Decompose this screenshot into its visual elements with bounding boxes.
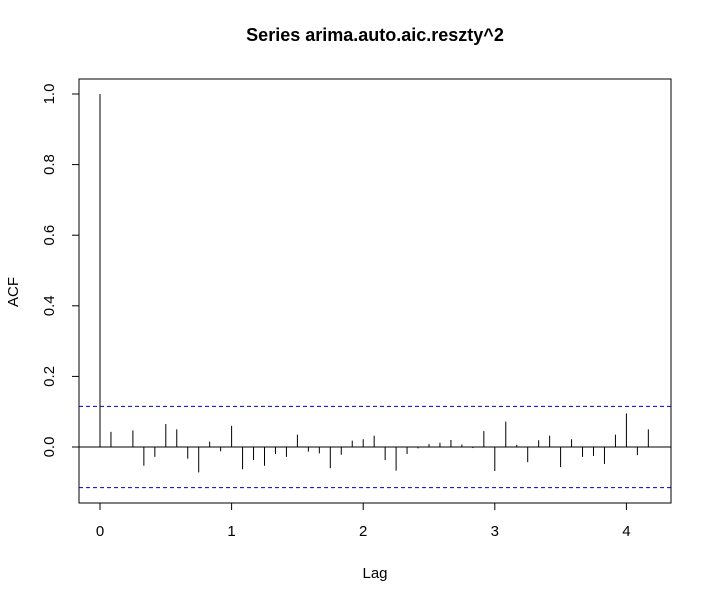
y-tick-label: 0.6: [41, 225, 58, 246]
x-tick-label: 4: [622, 523, 630, 540]
x-tick-label: 0: [96, 523, 104, 540]
y-tick-label: 0.4: [41, 295, 58, 316]
y-tick-label: 1.0: [41, 84, 58, 105]
y-axis: 0.0 0.2 0.4 0.6 0.8 1.0: [41, 84, 80, 458]
x-tick-label: 3: [491, 523, 499, 540]
x-tick-label: 1: [227, 523, 235, 540]
plot-frame: [78, 78, 672, 504]
y-tick-label: 0.8: [41, 154, 58, 175]
chart-title: Series arima.auto.aic.reszty^2: [246, 25, 504, 45]
x-axis: 0 1 2 3 4: [96, 502, 631, 540]
acf-spikes: [79, 94, 671, 489]
x-tick-label: 2: [359, 523, 367, 540]
y-tick-label: 0.0: [41, 437, 58, 458]
y-axis-label: ACF: [5, 277, 22, 307]
y-tick-label: 0.2: [41, 366, 58, 387]
x-axis-label: Lag: [362, 565, 387, 582]
